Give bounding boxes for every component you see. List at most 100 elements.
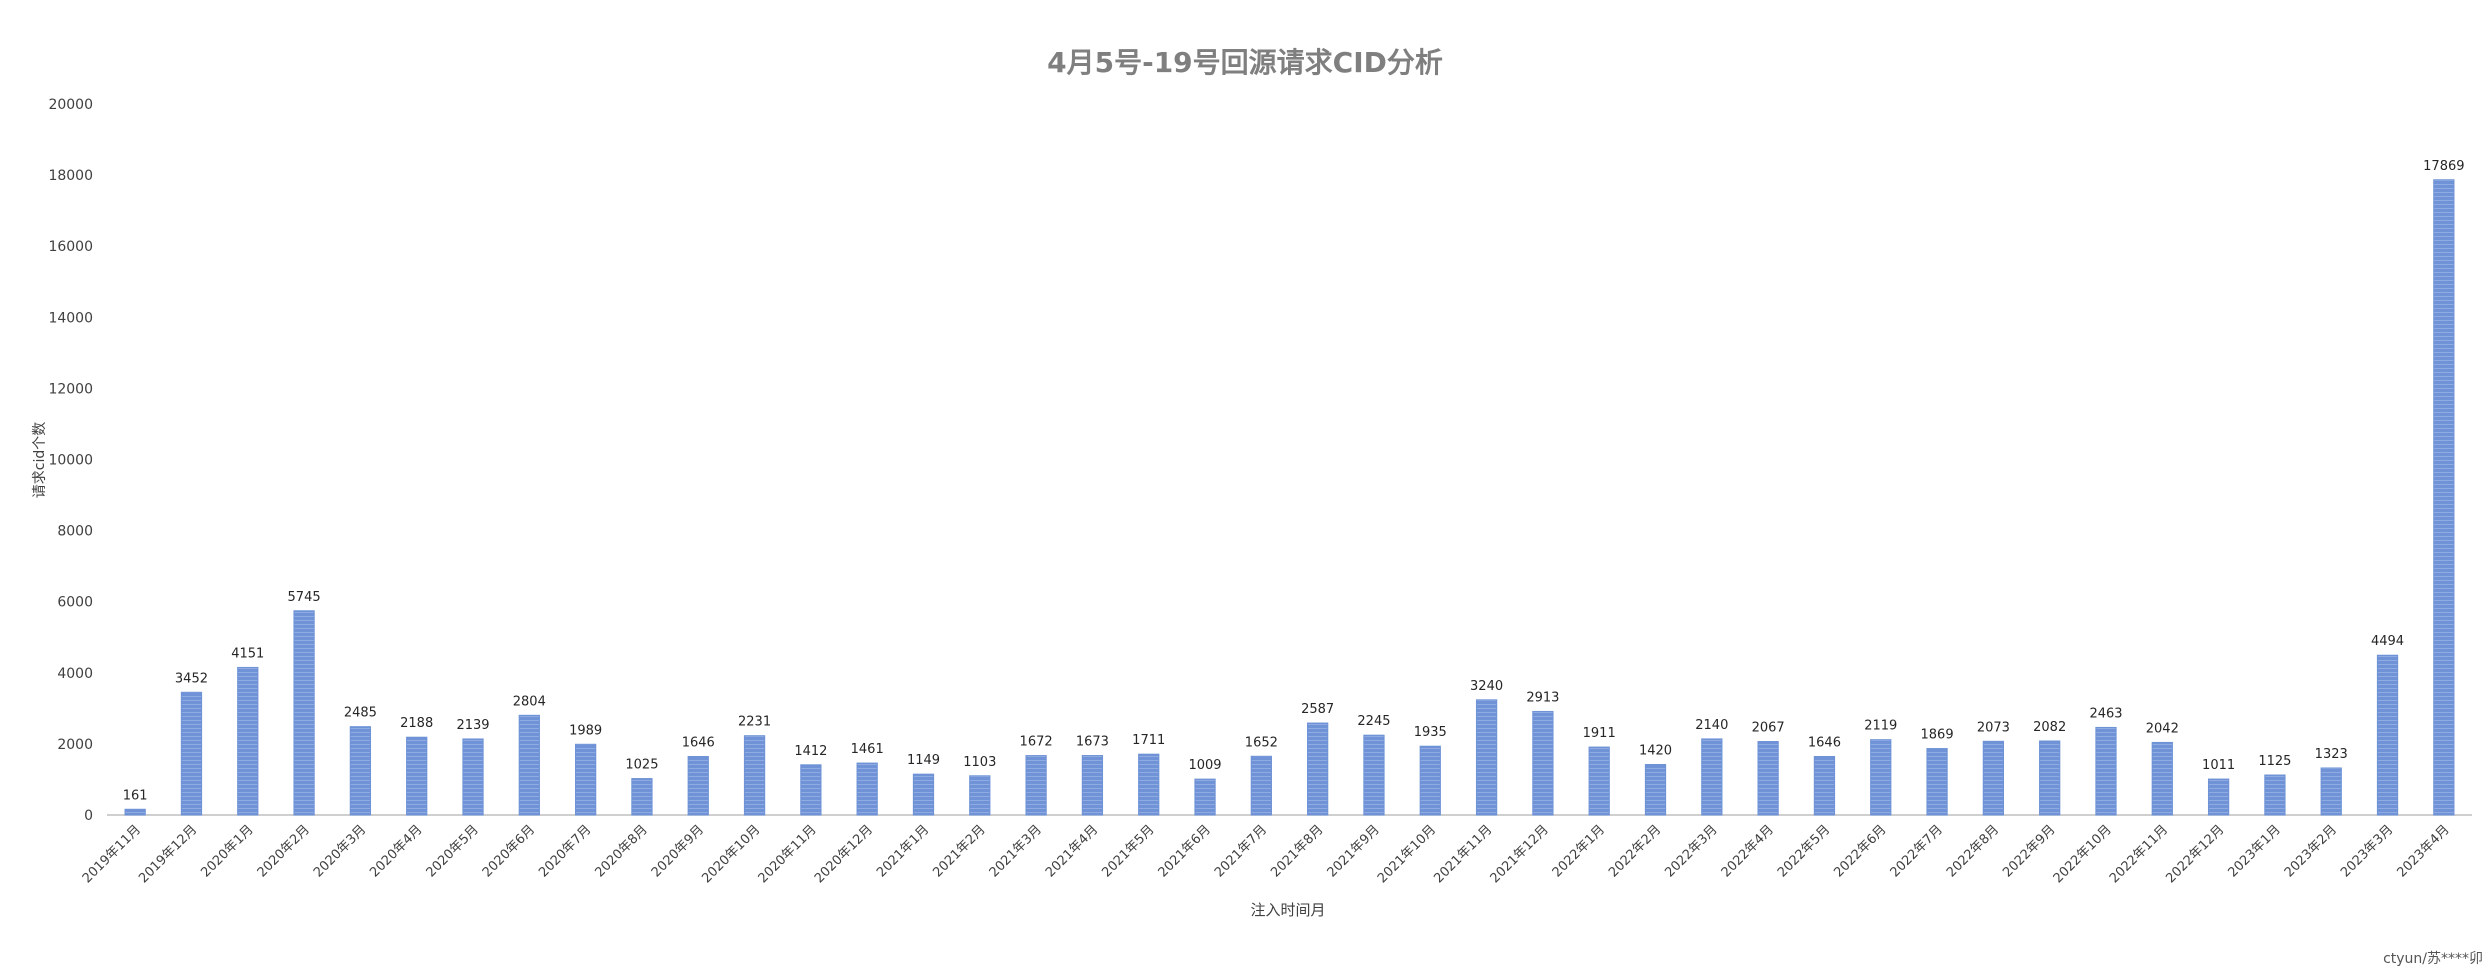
bar (1701, 738, 1723, 816)
data-label: 1323 (2315, 747, 2348, 762)
bar (180, 691, 203, 816)
bar (2264, 774, 2286, 816)
data-label: 1125 (2258, 754, 2291, 769)
x-tick-label: 2021年8月 (1268, 822, 1326, 880)
bar (2039, 740, 2061, 816)
data-label: 1103 (963, 755, 996, 770)
bar (631, 778, 653, 816)
x-tick-label: 2020年7月 (536, 822, 594, 880)
x-tick-label: 2022年2月 (1606, 822, 1664, 880)
data-label: 5745 (288, 590, 321, 605)
x-tick-label: 2022年3月 (1662, 822, 1720, 880)
data-label: 2139 (456, 718, 489, 733)
data-label: 1009 (1188, 758, 1221, 773)
bar (574, 743, 597, 816)
x-tick-label: 2021年12月 (1488, 822, 1552, 886)
bar (1138, 753, 1160, 816)
data-label: 1011 (2202, 758, 2235, 773)
data-label: 2119 (1864, 719, 1897, 734)
bar (1926, 748, 1948, 816)
x-tick-label: 2019年11月 (80, 822, 144, 886)
x-tick-label: 2019年12月 (136, 822, 200, 886)
x-tick-label: 2022年6月 (1831, 822, 1889, 880)
data-label: 2067 (1752, 721, 1785, 736)
data-label: 1025 (625, 758, 658, 773)
y-tick-label: 18000 (48, 168, 93, 184)
watermark: ctyun/苏****卯 (2383, 951, 2483, 967)
x-tick-label: 2020年11月 (756, 822, 820, 886)
data-label: 2804 (513, 694, 546, 709)
bar (1532, 710, 1554, 816)
x-tick-label: 2020年10月 (699, 822, 763, 886)
bar (1870, 739, 1892, 816)
x-tick-label: 2022年12月 (2163, 822, 2227, 886)
y-axis-title: 请求cid个数 (32, 422, 48, 498)
bar (1081, 755, 1104, 816)
bar (2376, 654, 2399, 816)
data-label: 1412 (794, 744, 827, 759)
data-label: 1935 (1414, 725, 1447, 740)
data-label: 3452 (175, 671, 208, 686)
bar (2207, 778, 2230, 816)
bar (1025, 755, 1047, 816)
bar (1644, 764, 1667, 816)
x-tick-label: 2020年8月 (593, 822, 651, 880)
x-tick-label: 2021年4月 (1043, 822, 1101, 880)
data-label: 1911 (1583, 726, 1616, 741)
x-tick-label: 2020年5月 (424, 822, 482, 880)
x-axis-ticks: 2019年11月2019年12月2020年1月2020年2月2020年3月202… (80, 822, 2453, 886)
data-label: 4494 (2371, 634, 2404, 649)
y-tick-label: 10000 (48, 453, 93, 469)
bar (406, 736, 428, 816)
bar (856, 762, 878, 816)
x-tick-label: 2022年5月 (1775, 822, 1833, 880)
x-tick-label: 2021年11月 (1431, 822, 1495, 886)
data-label: 2082 (2033, 720, 2066, 735)
bar (912, 773, 935, 816)
data-label: 3240 (1470, 679, 1503, 694)
bar (462, 738, 484, 816)
x-tick-label: 2022年10月 (2051, 822, 2115, 886)
data-label: 1673 (1076, 735, 1109, 750)
bar (237, 666, 259, 816)
data-label: 2913 (1526, 690, 1559, 705)
x-tick-label: 2022年8月 (1944, 822, 2002, 880)
data-label: 1869 (1921, 728, 1954, 743)
x-tick-label: 2021年5月 (1099, 822, 1157, 880)
bar (1194, 778, 1216, 816)
x-tick-label: 2023年4月 (2394, 822, 2452, 880)
data-label: 1646 (682, 735, 715, 750)
data-label: 1711 (1132, 733, 1165, 748)
y-tick-label: 12000 (48, 381, 93, 397)
x-tick-label: 2021年3月 (987, 822, 1045, 880)
bar (800, 764, 822, 816)
x-tick-label: 2021年6月 (1156, 822, 1214, 880)
y-axis-ticks: 0 2000 4000 6000 8000 10000 12000 14000 16000 180… (48, 97, 93, 824)
chart-title: 4月5号-19号回源请求CID分析 (1047, 46, 1443, 79)
bar (1757, 741, 1779, 816)
bar (1250, 755, 1272, 816)
data-label: 1672 (1020, 735, 1053, 750)
bar (293, 610, 315, 816)
bar (1982, 740, 2005, 816)
bar (2320, 767, 2342, 816)
x-tick-label: 2023年1月 (2226, 822, 2284, 880)
x-tick-label: 2020年1月 (198, 822, 256, 880)
data-label: 2140 (1695, 718, 1728, 733)
bar (687, 755, 709, 816)
data-label: 161 (123, 788, 148, 803)
x-tick-label: 2023年2月 (2282, 822, 2340, 880)
bar (743, 735, 766, 816)
data-label: 1989 (569, 723, 602, 738)
bar (1419, 745, 1441, 816)
data-label: 1646 (1808, 735, 1841, 750)
x-tick-label: 2020年9月 (649, 822, 707, 880)
x-axis-title: 注入时间月 (1250, 901, 1325, 919)
bar (349, 726, 372, 816)
data-label: 1420 (1639, 744, 1672, 759)
x-tick-label: 2020年2月 (255, 822, 313, 880)
data-label: 2587 (1301, 702, 1334, 717)
x-tick-label: 2022年4月 (1719, 822, 1777, 880)
x-tick-label: 2022年11月 (2107, 822, 2171, 886)
